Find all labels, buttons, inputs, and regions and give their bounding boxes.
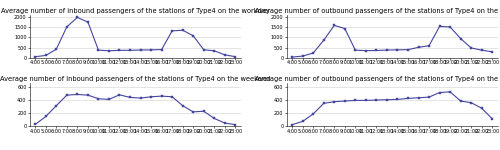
Title: Average number of inbound passengers of the stations of Type4 on the workday: Average number of inbound passengers of … <box>1 8 270 14</box>
Title: Average number of outbound passengers of the stations of Type4 on the weekend: Average number of outbound passengers of… <box>254 76 500 82</box>
Title: Average number of inbound passengers of the stations of Type4 on the weekend: Average number of inbound passengers of … <box>0 76 270 82</box>
Title: Average number of outbound passengers of the stations of Type4 on the workday: Average number of outbound passengers of… <box>256 8 500 14</box>
